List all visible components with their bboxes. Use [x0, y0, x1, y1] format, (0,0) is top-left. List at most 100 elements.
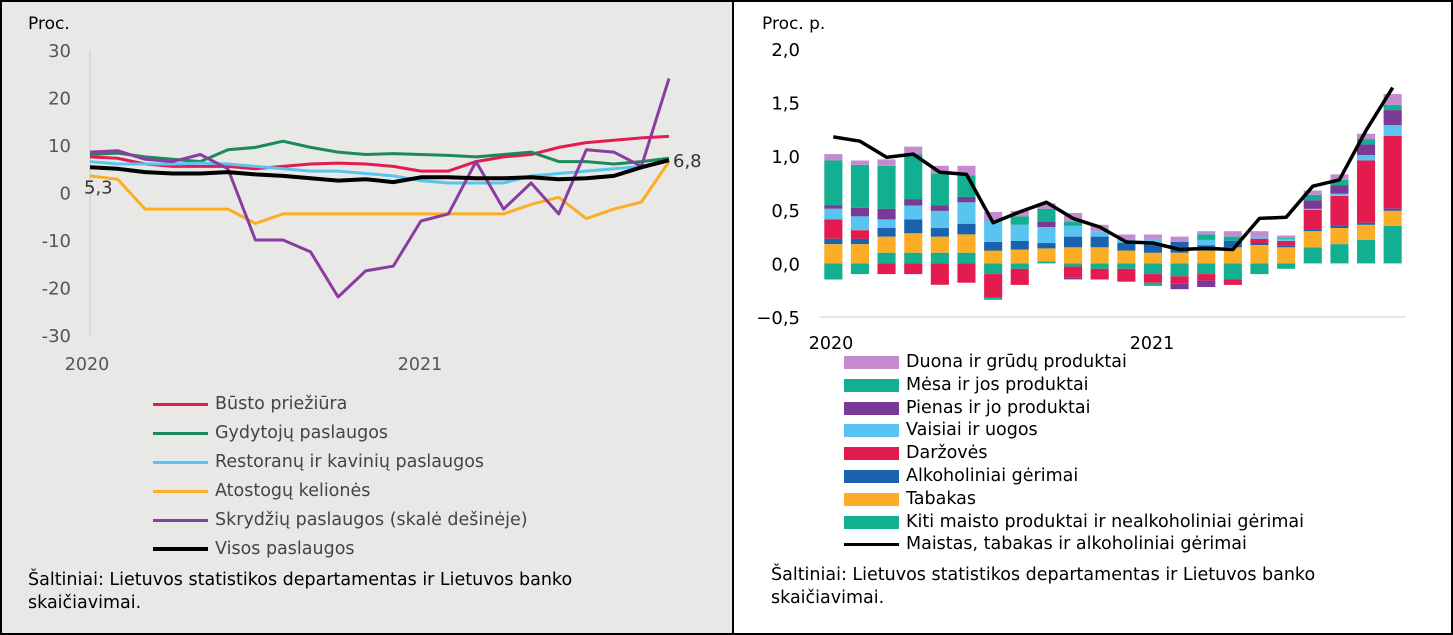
bar-segment [984, 242, 1003, 251]
bar-segment [824, 244, 843, 264]
legend-swatch [844, 469, 899, 483]
bar-segment [877, 219, 896, 228]
left-y-tick-label: -10 [42, 231, 71, 252]
bar-segment [1223, 231, 1242, 237]
bar-segment [824, 208, 843, 220]
bar-segment [1383, 125, 1402, 136]
bar-segment [984, 274, 1003, 298]
bar-segment [1170, 263, 1189, 277]
bar-segment [1303, 208, 1322, 210]
bar-segment [904, 252, 923, 264]
legend-label: Daržovės [906, 443, 988, 464]
bar-segment [1383, 208, 1402, 211]
bar-segment [1357, 222, 1376, 225]
bar-segment [1010, 263, 1029, 269]
bar-segment [824, 238, 843, 245]
bar-segment [1383, 135, 1402, 209]
legend-swatch [844, 492, 899, 506]
bar-segment [1090, 263, 1109, 269]
bar-segment [984, 297, 1003, 300]
bar-segment [1117, 243, 1136, 251]
bar-segment [877, 236, 896, 253]
bar-segment [1303, 247, 1322, 264]
bar-segment [1330, 185, 1349, 194]
right-bar-chart: 2,0 1,5 1,0 0,5 0,0 −0,5 2020 2021 [756, 40, 1406, 354]
bar-segment [1010, 216, 1029, 225]
bar-segment [1197, 239, 1216, 246]
left-y-tick-label: 10 [48, 136, 71, 157]
bar-segment [930, 165, 949, 174]
bar-segment [1250, 243, 1269, 246]
right-y-unit-label: Proc. p. [762, 14, 826, 34]
bar-segment [1357, 224, 1376, 240]
legend-swatch [844, 447, 899, 461]
legend-label: Vaisiai ir uogos [906, 420, 1038, 441]
right-chart-panel: Proc. p. 2,0 1,5 1,0 0,5 0,0 −0,5 2020 2021 Duo… [733, 0, 1453, 635]
series-line [89, 158, 670, 185]
bar-segment [1357, 133, 1376, 140]
legend-label: Būsto priežiūra [215, 394, 348, 414]
legend-label: Skrydžių paslaugos (skalė dešinėje) [215, 510, 528, 530]
legend-label: Pienas ir jo produktai [906, 397, 1091, 418]
left-y-tick-label: 0 [60, 184, 71, 205]
bar-segment [850, 230, 869, 239]
bar-segment [824, 154, 843, 161]
left-y-tick-label: 20 [48, 89, 71, 110]
bar-segment [1197, 250, 1216, 264]
left-y-tick-label: -30 [42, 326, 71, 347]
bar-segment [930, 173, 949, 206]
bar-segment [930, 263, 949, 285]
legend-swatch [844, 356, 899, 369]
bar-segment [1277, 238, 1296, 241]
bar-segment [930, 205, 949, 211]
bar-segment [1037, 221, 1056, 227]
bar-segment [1277, 237, 1296, 239]
bar-segment [1250, 245, 1269, 264]
bar-segment [1090, 231, 1109, 237]
bar-segment [1117, 250, 1136, 264]
bar-segment [1357, 155, 1376, 161]
bar-segment [1277, 263, 1296, 269]
bar-segment [1303, 200, 1322, 209]
end-value-label: 6,8 [673, 151, 702, 172]
legend-label: Kiti maisto produktai ir nealkoholiniai … [906, 511, 1304, 532]
bar-segment [1383, 94, 1402, 105]
bar-segment [957, 252, 976, 264]
bar-segment [1143, 274, 1162, 283]
left-line-chart: 30 20 10 0 -10 -20 -30 2020 2021 5,3 6,8 [42, 41, 702, 375]
legend-swatch [153, 403, 208, 406]
bar-segment [1357, 160, 1376, 223]
bar-segment [957, 223, 976, 235]
bar-segment [1037, 248, 1056, 262]
bar-segment [1197, 231, 1216, 235]
bar-segment [850, 164, 869, 208]
bar-segment [824, 205, 843, 209]
bar-segment [1330, 228, 1349, 245]
series-line [89, 158, 670, 185]
bar-segment [850, 160, 869, 165]
total-line [833, 86, 1395, 252]
right-y-tick-label: 2,0 [771, 40, 800, 61]
bar-segment [984, 250, 1003, 264]
legend-label: Atostogų kelionės [215, 481, 371, 501]
bar-segment [850, 238, 869, 245]
right-y-tick-label: 0,5 [771, 201, 800, 222]
bar-segment [1250, 231, 1269, 237]
bar-segment [1303, 194, 1322, 201]
bar-segment [1010, 240, 1029, 250]
bar-segment [1197, 263, 1216, 275]
left-chart-panel: Proc. 30 20 10 0 -10 -20 -30 2020 2021 5,3 6,8 Būs… [0, 0, 733, 635]
bar-segment [1010, 268, 1029, 285]
bar-segment [850, 244, 869, 264]
bar-segment [1197, 280, 1216, 287]
bar-segment [1090, 236, 1109, 248]
bar-segment [1303, 190, 1322, 195]
bar-segment [1143, 263, 1162, 275]
right-x-tick-label: 2021 [1130, 334, 1175, 354]
bar-segment [1117, 268, 1136, 282]
bar-segment [824, 219, 843, 239]
bar-segment [1064, 236, 1083, 248]
bar-segment [1357, 144, 1376, 156]
bar-segment [1143, 244, 1162, 253]
bar-segment [1170, 252, 1189, 264]
